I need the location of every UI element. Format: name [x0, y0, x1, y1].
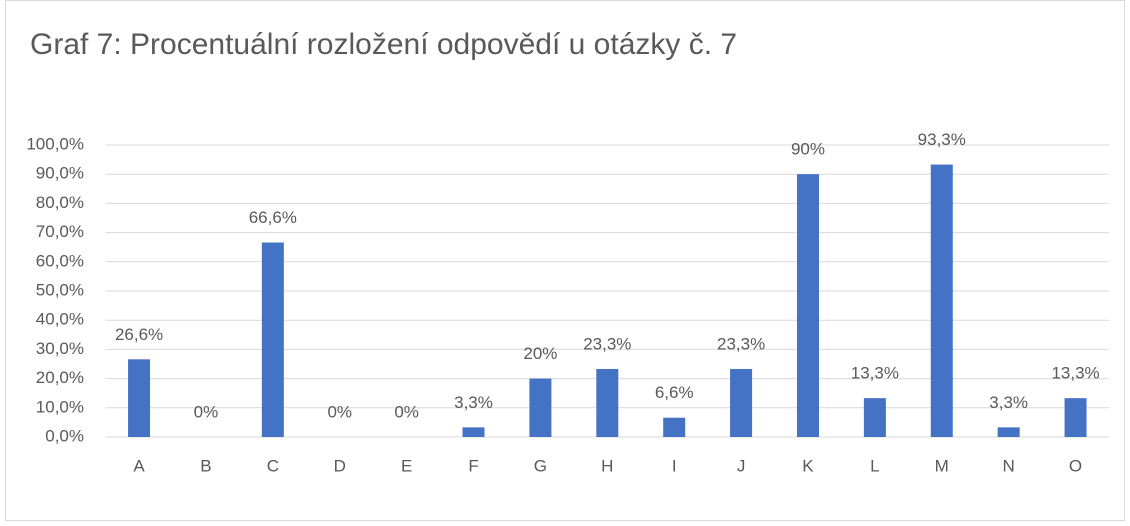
chart-border	[5, 0, 1125, 521]
x-tick-label: J	[737, 456, 746, 475]
bar	[930, 164, 953, 437]
bar	[997, 427, 1020, 437]
bar	[596, 368, 619, 437]
x-tick-label: F	[468, 456, 478, 475]
value-label: 93,3%	[918, 130, 966, 149]
x-tick-label: N	[1003, 456, 1015, 475]
y-tick-label: 40,0%	[36, 310, 84, 329]
bar	[529, 378, 552, 437]
x-tick-label: M	[935, 456, 949, 475]
x-tick-label: A	[133, 456, 145, 475]
y-tick-label: 90,0%	[36, 164, 84, 183]
x-tick-label: C	[267, 456, 279, 475]
x-tick-label: K	[802, 456, 814, 475]
y-tick-label: 30,0%	[36, 339, 84, 358]
y-tick-label: 50,0%	[36, 280, 84, 299]
y-tick-label: 20,0%	[36, 368, 84, 387]
value-label: 23,3%	[717, 334, 765, 353]
chart-title: Graf 7: Procentuální rozložení odpovědí …	[30, 28, 737, 61]
value-label: 13,3%	[851, 364, 899, 383]
x-tick-label: H	[601, 456, 613, 475]
bar	[730, 368, 753, 437]
value-label: 0%	[394, 402, 419, 421]
x-tick-label: G	[534, 456, 547, 475]
y-tick-label: 70,0%	[36, 222, 84, 241]
bar	[1064, 398, 1087, 437]
x-tick-label: B	[200, 456, 211, 475]
x-tick-label: E	[401, 456, 412, 475]
value-label: 0%	[194, 402, 219, 421]
value-label: 23,3%	[583, 334, 631, 353]
bar	[663, 417, 686, 437]
bar	[261, 242, 284, 437]
y-tick-label: 80,0%	[36, 193, 84, 212]
value-label: 66,6%	[249, 208, 297, 227]
x-tick-label: L	[870, 456, 879, 475]
value-label: 20%	[523, 344, 557, 363]
value-label: 0%	[327, 402, 352, 421]
value-label: 3,3%	[989, 393, 1028, 412]
value-label: 13,3%	[1051, 364, 1099, 383]
x-tick-label: I	[672, 456, 677, 475]
value-label: 90%	[791, 140, 825, 159]
x-tick-label: D	[334, 456, 346, 475]
bar	[128, 359, 151, 437]
bar	[863, 398, 886, 437]
x-tick-label: O	[1069, 456, 1082, 475]
bar	[462, 427, 485, 437]
value-label: 26,6%	[115, 325, 163, 344]
y-tick-label: 60,0%	[36, 251, 84, 270]
y-tick-label: 100,0%	[26, 134, 84, 153]
value-label: 3,3%	[454, 393, 493, 412]
y-tick-label: 0,0%	[45, 426, 84, 445]
bar	[796, 174, 819, 437]
value-label: 6,6%	[655, 383, 694, 402]
y-tick-label: 10,0%	[36, 397, 84, 416]
